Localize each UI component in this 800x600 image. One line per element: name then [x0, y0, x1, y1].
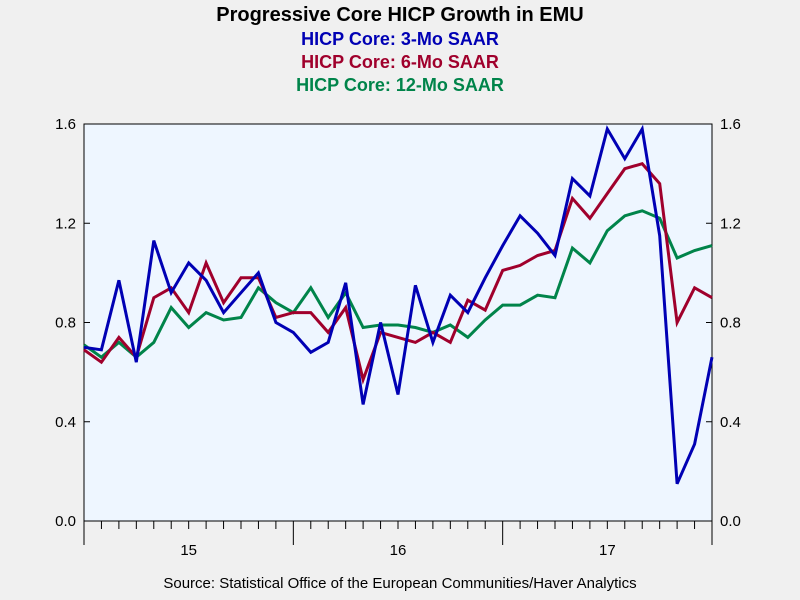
series-line-3mo [83, 124, 714, 485]
legend-series-12mo: HICP Core: 12-Mo SAAR [296, 75, 504, 95]
x-axis: 15 16 17 [83, 521, 713, 559]
legend-series-6mo: HICP Core: 6-Mo SAAR [301, 52, 499, 72]
series-line-12mo [83, 209, 713, 360]
y-tick-label-left: 0.4 [55, 414, 76, 431]
source-note: Source: Statistical Office of the Europe… [163, 575, 637, 592]
y-tick-label-right: 0.0 [720, 513, 741, 530]
y-tick-label-right: 0.4 [720, 414, 741, 431]
y-tick-label-left: 1.2 [55, 215, 76, 232]
x-tick-label: 15 [180, 542, 197, 559]
x-tick-label: 17 [599, 542, 616, 559]
y-tick-label-right: 1.2 [720, 215, 741, 232]
y-axis-right: 0.0 0.4 0.8 1.2 1.6 [706, 116, 741, 530]
x-tick-label: 16 [390, 542, 407, 559]
y-tick-label-right: 1.6 [720, 116, 741, 133]
legend-series-3mo: HICP Core: 3-Mo SAAR [301, 29, 499, 49]
y-tick-label-left: 1.6 [55, 116, 76, 133]
chart-title: Progressive Core HICP Growth in EMU [216, 4, 584, 26]
y-axis-left: 0.0 0.4 0.8 1.2 1.6 [55, 116, 90, 530]
y-tick-label-right: 0.8 [720, 315, 741, 332]
y-tick-label-left: 0.0 [55, 513, 76, 530]
series-layer [83, 124, 714, 485]
plot-area [83, 123, 713, 522]
chart-title-block: Progressive Core HICP Growth in EMU HICP… [0, 0, 800, 97]
series-line-6mo [83, 161, 713, 385]
y-tick-label-left: 0.8 [55, 315, 76, 332]
